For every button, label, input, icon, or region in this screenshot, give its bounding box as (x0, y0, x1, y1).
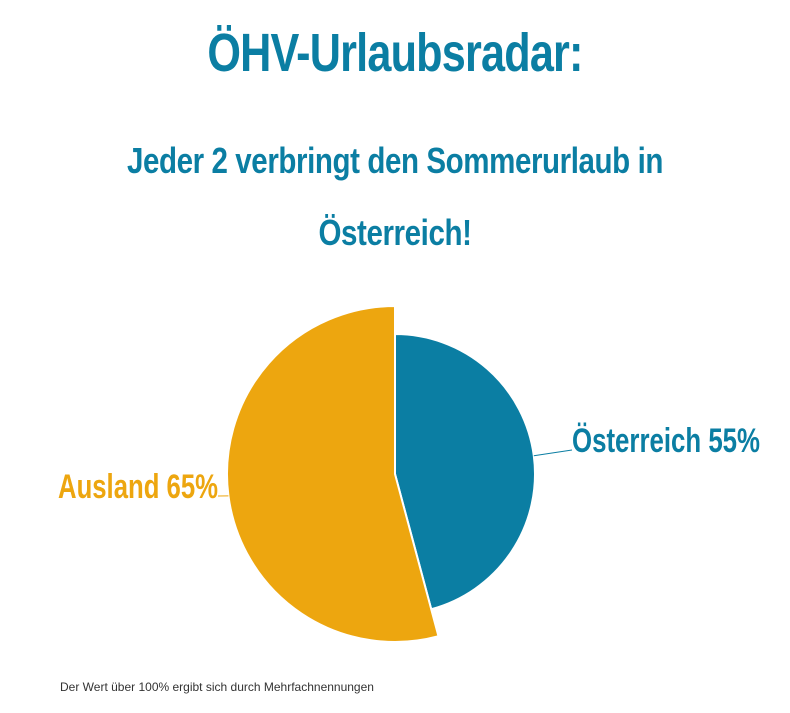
chart-subtitle-line-1: Jeder 2 verbringt den Sommerurlaub in (126, 140, 663, 181)
leader-line-osterreich (533, 449, 573, 457)
pie-slice-ausland (226, 304, 440, 643)
slice-label-ausland: Ausland 65% (58, 468, 218, 506)
slice-label-osterreich: Österreich 55% (572, 422, 760, 460)
chart-subtitle-line-2: Österreich! (318, 212, 472, 253)
pie-slice-osterreich (394, 332, 536, 611)
chart-title: ÖHV-Urlaubsradar: (207, 23, 583, 83)
footnote: Der Wert über 100% ergibt sich durch Meh… (60, 680, 374, 694)
